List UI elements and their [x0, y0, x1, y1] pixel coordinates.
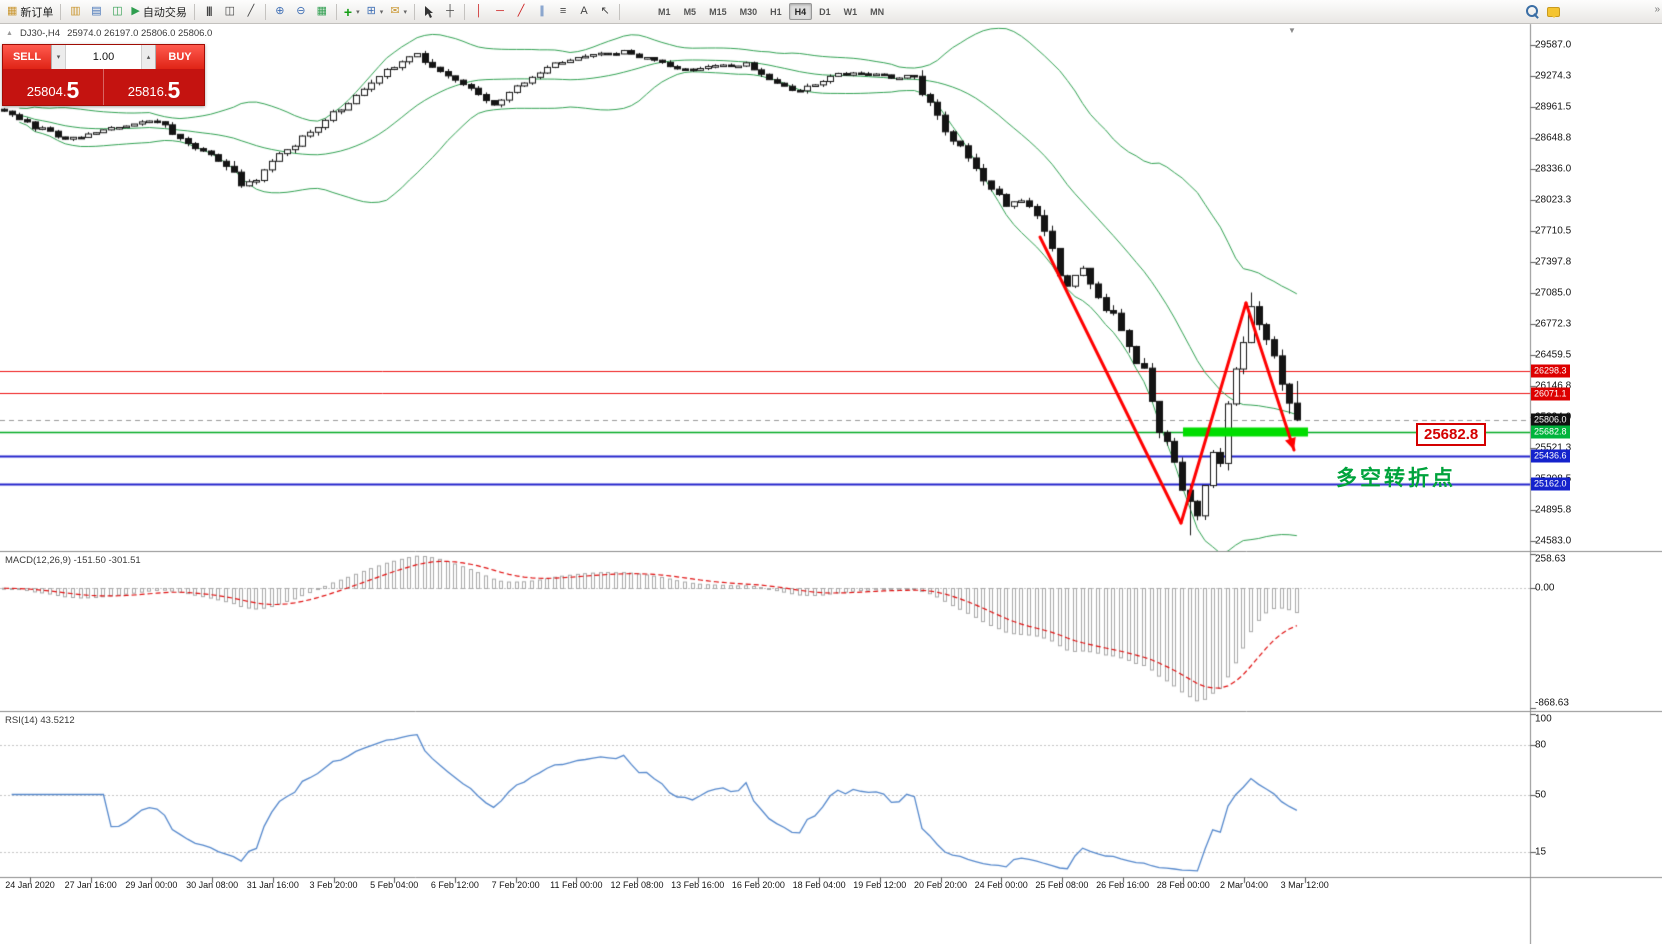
search-button[interactable] [1522, 2, 1542, 22]
data-window-icon: ▤ [91, 5, 102, 17]
one-click-trading-panel: SELL ▾ 1.00 ▴ BUY 25804. 5 25816. 5 [2, 44, 205, 106]
auto-trading-label: 自动交易 [142, 6, 187, 19]
timeframe-button-d1[interactable]: D1 [819, 6, 831, 17]
new-order-icon: ▦ [7, 5, 18, 17]
toolbar-overflow-icon[interactable]: » [1654, 4, 1660, 15]
chart-ohlc-values: 25974.0 26197.0 25806.0 25806.0 [67, 28, 213, 39]
timeframe-group: M1 M5 M15 M30 H1 H4 D1 W1 MN [652, 3, 890, 20]
vertical-line-button[interactable]: │ [469, 2, 489, 22]
timeframe-button-m5[interactable]: M5 [683, 6, 697, 17]
chevron-down-icon: ▾ [403, 8, 408, 16]
buy-price[interactable]: 25816. 5 [104, 69, 204, 105]
volume-decrease-button[interactable]: ▾ [52, 45, 66, 69]
data-window-button[interactable]: ▤ [86, 2, 106, 22]
zoom-in-button[interactable]: ⊕ [270, 2, 290, 22]
line-chart-icon: ╱ [247, 5, 255, 17]
fibonacci-button[interactable]: ≡ [553, 2, 573, 22]
toolbar-separator [264, 3, 266, 20]
auto-trading-button[interactable]: ▶ 自动交易 [128, 2, 189, 22]
buy-price-main: 25816. [127, 84, 168, 99]
chevron-down-icon: ▾ [356, 8, 360, 16]
symbol-marker-icon: ▲ [6, 30, 13, 37]
periods-icon: ⊞ [366, 5, 376, 17]
toolbar-separator [414, 3, 416, 20]
trendline-icon: ╱ [517, 5, 525, 17]
sell-button[interactable]: SELL [3, 45, 51, 69]
timeframe-button-m30[interactable]: M30 [739, 6, 758, 17]
chart-shift-marker-icon[interactable]: ▼ [1288, 26, 1296, 35]
periods-button[interactable]: ⊞ ▾ [364, 2, 387, 22]
timeframe-button-h1[interactable]: H1 [770, 6, 782, 17]
main-toolbar: ▦ 新订单 ▥ ▤ ◫ ▶ 自动交易 ||| ◫ ╱ ⊕ [0, 0, 1662, 24]
indicators-button[interactable]: + ▾ [341, 2, 363, 22]
toolbar-separator [464, 3, 466, 20]
zoom-out-icon: ⊖ [296, 5, 306, 17]
turning-point-annotation[interactable]: 多空转折点 [1336, 467, 1456, 490]
search-icon [1525, 5, 1539, 18]
market-watch-button[interactable]: ▥ [65, 2, 85, 22]
crosshair-icon: ┼ [446, 5, 454, 17]
templates-button[interactable]: ✉ ▾ [387, 2, 410, 22]
toolbar-separator [193, 3, 195, 20]
chart-candles-button[interactable]: ◫ [220, 2, 240, 22]
horizontal-line-button[interactable]: ─ [490, 2, 510, 22]
market-watch-icon: ▥ [70, 5, 81, 17]
chat-button[interactable] [1543, 2, 1563, 22]
volume-increase-button[interactable]: ▴ [141, 45, 155, 69]
channel-icon: ∥ [539, 5, 545, 17]
price-callout[interactable]: 25682.8 [1416, 423, 1487, 446]
macd-label: MACD(12,26,9) -151.50 -301.51 [5, 555, 141, 566]
timeframe-button-h4[interactable]: H4 [788, 3, 813, 20]
horizontal-line-icon: ─ [496, 5, 504, 17]
buy-price-big-digit: 5 [167, 77, 181, 103]
cursor-icon [425, 5, 434, 18]
bar-chart-icon: ||| [206, 6, 212, 17]
new-order-label: 新订单 [20, 6, 54, 19]
volume-input[interactable]: 1.00 [92, 51, 115, 63]
navigator-button[interactable]: ◫ [107, 2, 127, 22]
volume-control: ▾ 1.00 ▴ [51, 45, 156, 69]
chat-icon [1546, 6, 1560, 18]
new-order-button[interactable]: ▦ 新订单 [4, 2, 56, 22]
chart-symbol-period: DJ30-,H4 [19, 28, 61, 39]
crosshair-button[interactable]: ┼ [440, 2, 460, 22]
rsi-label: RSI(14) 43.5212 [5, 715, 75, 726]
tile-windows-button[interactable]: ▦ [312, 2, 332, 22]
timeframe-button-mn[interactable]: MN [870, 6, 885, 17]
tile-windows-icon: ▦ [316, 5, 328, 17]
navigator-icon: ◫ [112, 5, 123, 17]
sell-price-big-digit: 5 [66, 77, 80, 103]
buy-button[interactable]: BUY [156, 45, 204, 69]
text-tool-icon: A [580, 5, 588, 17]
timeframe-button-w1[interactable]: W1 [843, 6, 858, 17]
arrows-button[interactable]: ↖ [595, 2, 615, 22]
channel-button[interactable]: ∥ [532, 2, 552, 22]
candlestick-icon: ◫ [224, 5, 236, 17]
vertical-line-icon: │ [475, 5, 483, 17]
chart-ohlc-header: ▲ DJ30-,H4 25974.0 26197.0 25806.0 25806… [6, 28, 212, 39]
toolbar-separator [619, 3, 621, 20]
chart-line-button[interactable]: ╱ [241, 2, 261, 22]
text-button[interactable]: A [574, 2, 594, 22]
zoom-in-icon: ⊕ [275, 5, 285, 17]
template-icon: ✉ [390, 5, 400, 17]
toolbar-separator [335, 3, 337, 20]
indicators-plus-icon: + [343, 3, 353, 20]
timeframe-button-m1[interactable]: M1 [658, 6, 671, 17]
sell-price[interactable]: 25804. 5 [3, 69, 104, 105]
sell-price-main: 25804. [26, 84, 67, 99]
timeframe-button-m15[interactable]: M15 [709, 6, 727, 17]
fibonacci-icon: ≡ [559, 5, 567, 17]
arrows-tool-icon: ↖ [600, 5, 610, 17]
trendline-button[interactable]: ╱ [511, 2, 531, 22]
chevron-down-icon: ▾ [379, 8, 384, 16]
chart-bars-button[interactable]: ||| [199, 2, 219, 22]
toolbar-separator [60, 3, 62, 20]
auto-trading-icon: ▶ [131, 5, 140, 17]
zoom-out-button[interactable]: ⊖ [291, 2, 311, 22]
cursor-button[interactable] [419, 2, 439, 22]
